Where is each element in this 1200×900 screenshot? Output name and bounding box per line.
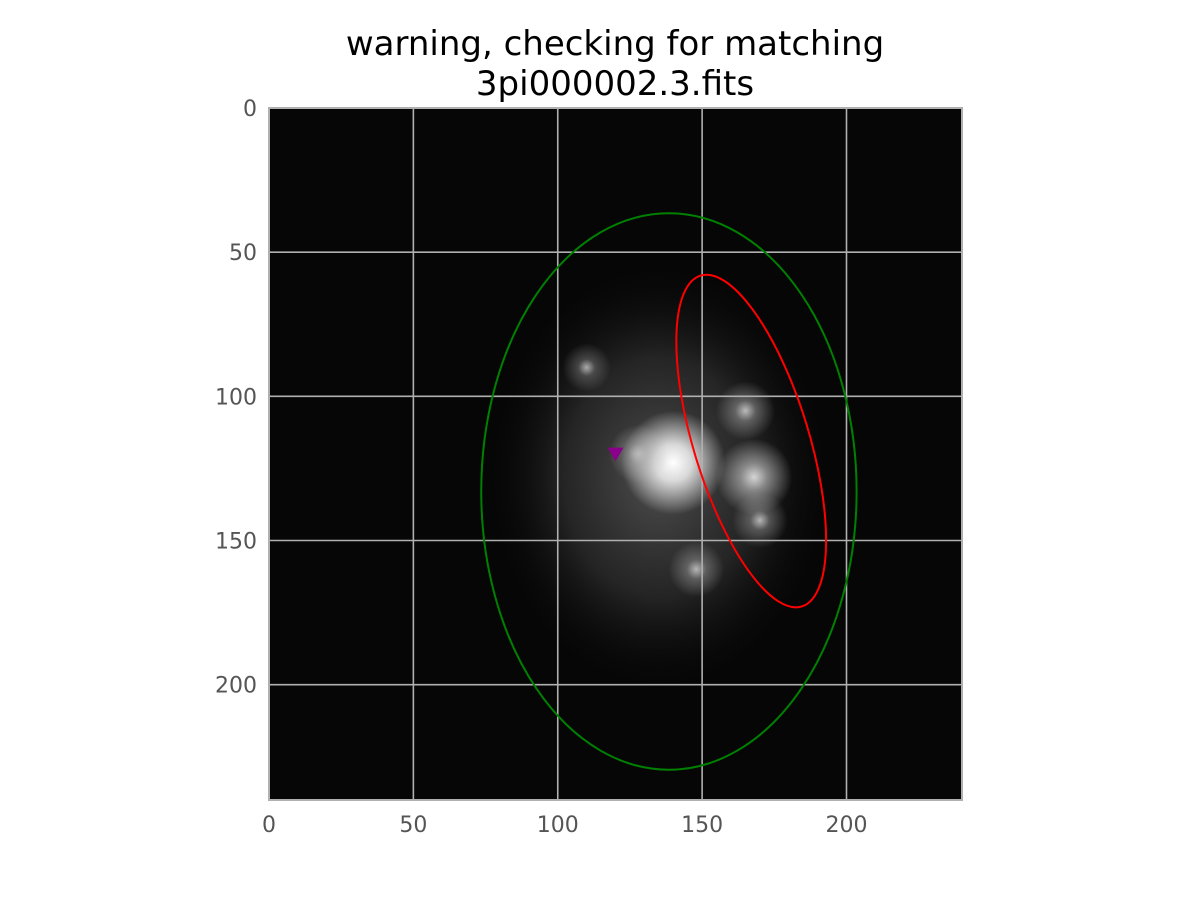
- y-tick-label: 100: [215, 385, 257, 410]
- aperture-ellipse-1: [480, 212, 858, 771]
- x-tick-label: 0: [262, 813, 276, 838]
- y-tick-label: 150: [215, 530, 257, 555]
- y-tick-label: 0: [243, 97, 257, 122]
- chart-title-line-2: 3pi000002.3.fits: [475, 64, 755, 104]
- bright-source: [562, 343, 611, 392]
- x-tick-label: 150: [681, 813, 723, 838]
- bright-source: [609, 424, 669, 484]
- bright-source: [732, 492, 788, 549]
- y-tick-label: 50: [229, 241, 257, 266]
- x-tick-label: 200: [826, 813, 868, 838]
- bright-source: [668, 541, 725, 598]
- bright-source: [715, 381, 775, 441]
- chart-title: warning, checking for matching 3pi000002…: [0, 24, 1200, 104]
- plot-frame: [268, 107, 963, 801]
- marker-triangle: [607, 447, 624, 462]
- chart-title-line-1: warning, checking for matching: [345, 24, 885, 64]
- x-tick-label: 100: [537, 813, 579, 838]
- y-tick-label: 200: [215, 674, 257, 699]
- x-tick-label: 50: [399, 813, 427, 838]
- plot-area: 0 50 100 150 200 0 50 100 150 200: [215, 97, 963, 838]
- aperture-ellipse-2: [675, 273, 828, 609]
